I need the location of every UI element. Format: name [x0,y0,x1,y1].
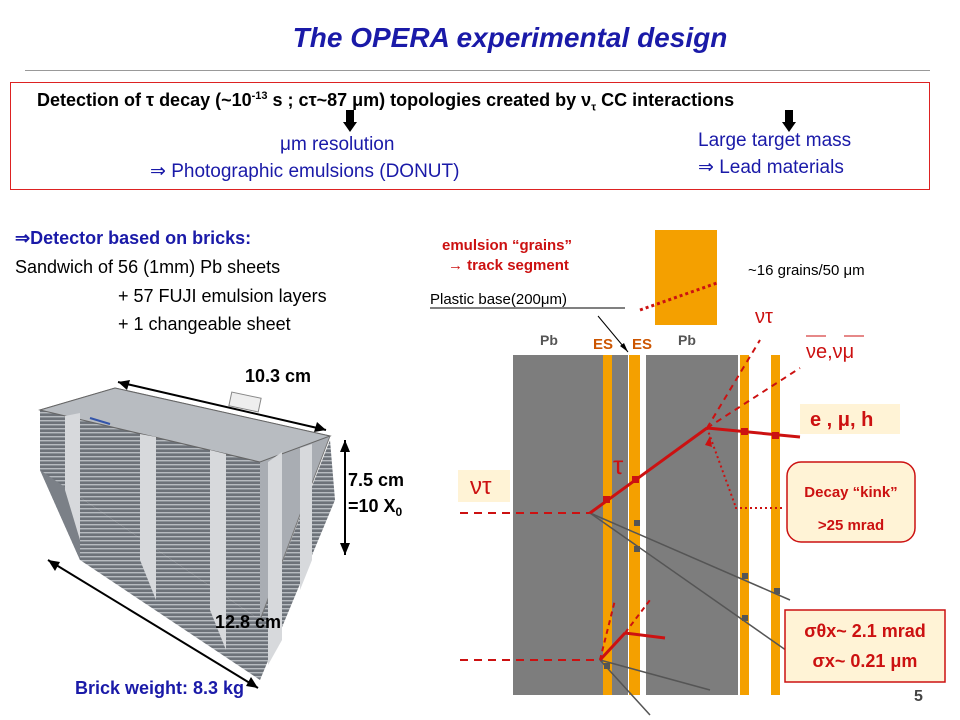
plastic-base-label: Plastic base(200μm) [430,291,567,308]
depth-dimension-arrow [47,559,259,689]
pb-label-right: Pb [678,332,696,348]
bricks-line-3: + 1 changeable sheet [118,314,291,334]
headline-exponent: -13 [251,90,268,102]
brick-weight: Brick weight: 8.3 kg [75,678,245,698]
detection-headline: Detection of τ decay (~10-13 s ; cτ~87 μ… [37,90,734,114]
lead-materials-text: ⇒ Lead materials [698,157,844,178]
headline-part-2: decay (~10 [154,90,252,110]
grains-label-2: → track segment [448,257,569,274]
daughter-track [706,426,801,439]
emulsion-layer [771,355,780,695]
depth-label: 12.8 cm [215,612,281,632]
headline-part-1: Detection of [37,90,147,110]
bricks-line-2: + 57 FUJI emulsion layers [118,286,327,306]
bricks-line-1: Sandwich of 56 (1mm) Pb sheets [15,257,281,277]
es-label-2: ES [632,336,652,353]
headline-part-3: s ; cτ~87 μm) topologies created by ν [267,90,592,110]
lead-plate-right [646,355,738,695]
pb-label-left: Pb [540,332,558,348]
radiation-length-label: =10 X0 [348,496,403,519]
headline-subscript: τ [591,101,597,114]
arrow-down-icon [343,110,357,132]
products-label: e , μ, h [810,409,873,431]
bricks-heading: ⇒Detector based on bricks: [15,228,252,248]
nu-tau-in-box [458,470,510,502]
es-label-1: ES [593,336,613,353]
nu-tau-out-label: ντ [755,306,773,328]
nu-tau-in-label: ντ [470,473,492,500]
micron-resolution-text: μm resolution [280,134,395,155]
emulsion-layer [740,355,749,695]
grain-density-label: ~16 grains/50 μm [748,262,865,279]
radiation-length-text: =10 X [348,496,396,516]
emulsion-inset [655,230,717,325]
arrow-down-icon [782,110,796,132]
page-number: 5 [914,688,923,705]
grains-label-1: emulsion “grains” [442,237,572,254]
resolution-box [784,609,946,683]
decay-kink-label: Decay “kink” [804,484,897,501]
width-label: 10.3 cm [245,366,311,386]
width-dimension-arrow [117,381,327,431]
angular-resolution-label: σθx~ 2.1 mrad [804,621,926,641]
page-title: The OPERA experimental design [292,22,728,53]
products-box [800,404,900,434]
height-label: 7.5 cm [348,470,404,490]
photographic-emulsions-text: ⇒ Photographic emulsions (DONUT) [150,161,460,182]
headline-tau-symbol: τ [146,90,155,110]
position-resolution-label: σx~ 0.21 μm [813,651,918,671]
radiation-length-subscript: 0 [396,505,403,519]
decay-kink-angle: >25 mrad [818,517,884,534]
headline-part-4: CC interactions [596,90,735,110]
requirements-box [10,82,930,190]
decay-kink-box [786,461,916,543]
nu-e-mu-label: νe,νμ [806,341,854,363]
title-divider [25,70,930,71]
large-target-mass-text: Large target mass [698,130,852,151]
tau-label: τ [613,450,624,480]
